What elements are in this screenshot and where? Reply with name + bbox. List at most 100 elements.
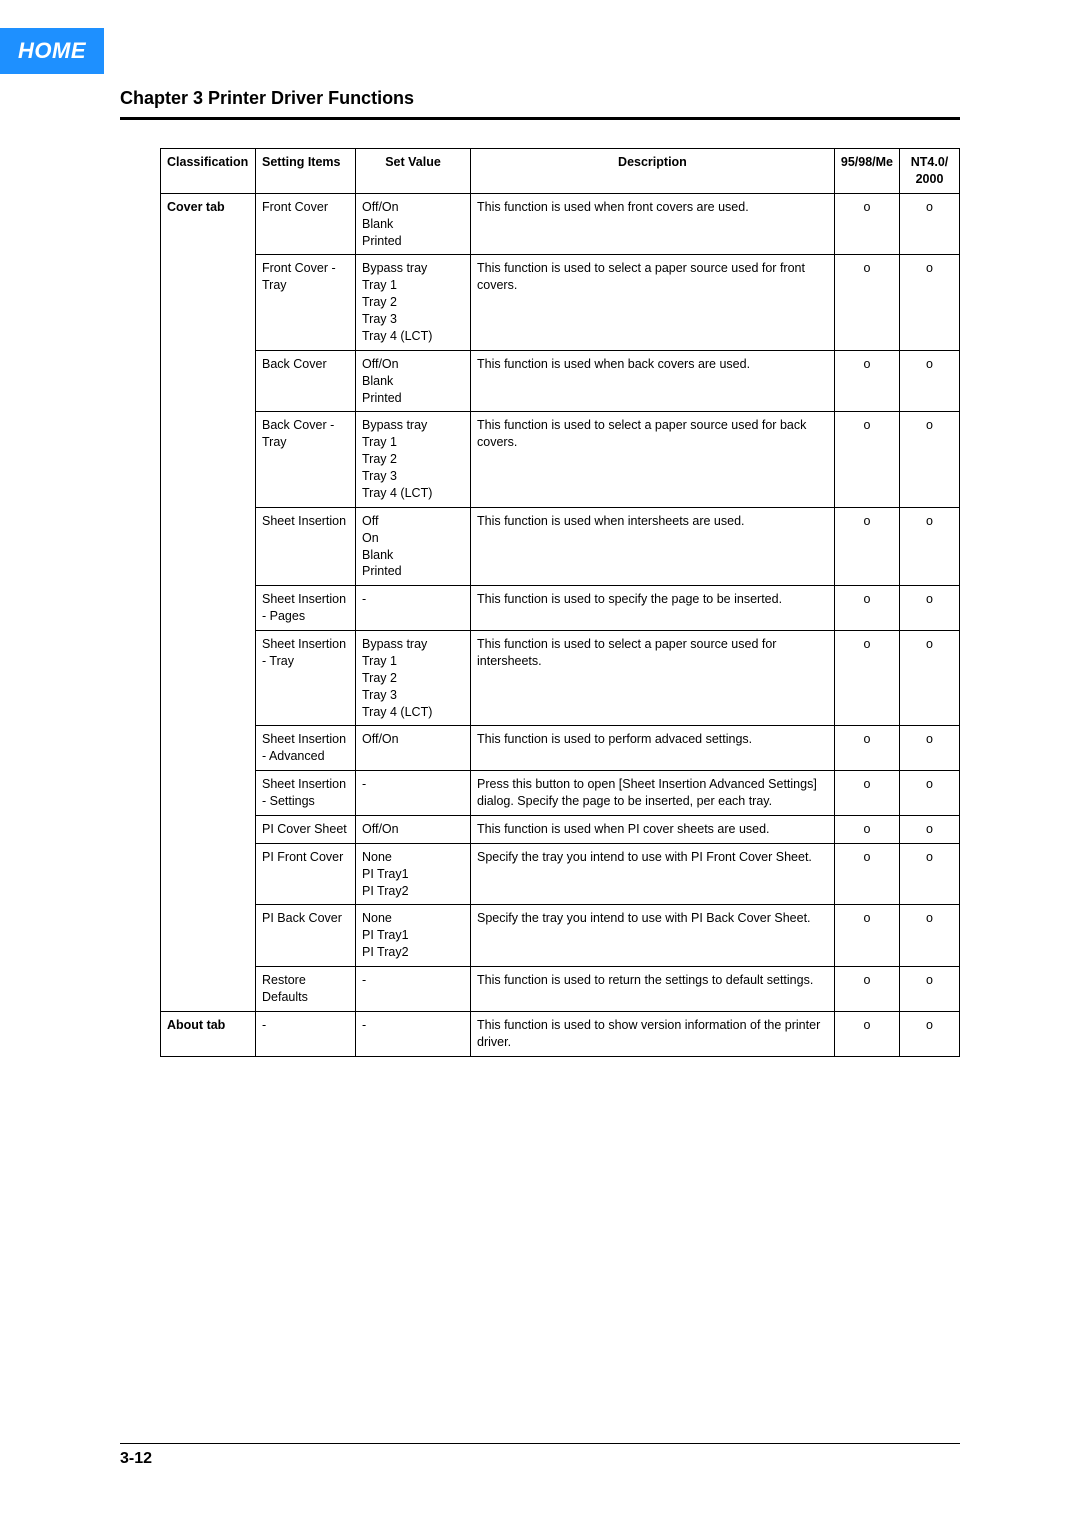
cell-os-a: o [834, 586, 899, 631]
table-row: Front Cover - TrayBypass trayTray 1Tray … [161, 255, 960, 350]
table-row: PI Front CoverNonePI Tray1PI Tray2Specif… [161, 843, 960, 905]
th-os-b-line1: NT4.0/ [911, 155, 949, 169]
cell-description: This function is used to perform advaced… [471, 726, 835, 771]
cell-os-b: o [900, 507, 960, 586]
page-number: 3-12 [120, 1450, 960, 1468]
cell-os-b: o [900, 586, 960, 631]
table-row: Back Cover - Tray Bypass trayTray 1Tray 2… [161, 412, 960, 507]
settings-table: Classification Setting Items Set Value D… [160, 148, 960, 1057]
cell-set-value: Off/On [356, 726, 471, 771]
cell-description: This function is used to return the sett… [471, 967, 835, 1012]
table-row: Sheet Insertion - TrayBypass trayTray 1T… [161, 631, 960, 726]
cell-description: This function is used when PI cover shee… [471, 815, 835, 843]
title-rule [120, 117, 960, 120]
cell-description: This function is used to select a paper … [471, 255, 835, 350]
cell-setting-item: PI Front Cover [256, 843, 356, 905]
cell-set-value: - [356, 1011, 471, 1056]
cell-description: This function is used to specify the pag… [471, 586, 835, 631]
set-value-line: Blank [362, 547, 464, 564]
cell-setting-item: PI Back Cover [256, 905, 356, 967]
set-value-line: PI Tray2 [362, 944, 464, 961]
table-row: PI Back Cover NonePI Tray1PI Tray2 Specify… [161, 905, 960, 967]
cell-set-value: Off/OnBlankPrinted [356, 193, 471, 255]
set-value-line: Blank [362, 373, 464, 390]
cell-setting-item: Back Cover - Tray [256, 412, 356, 507]
set-value-line: Blank [362, 216, 464, 233]
cell-set-value: Bypass trayTray 1Tray 2Tray 3Tray 4 (LCT… [356, 255, 471, 350]
set-value-line: Printed [362, 390, 464, 407]
cell-setting-item: Sheet Insertion [256, 507, 356, 586]
cell-set-value: - [356, 967, 471, 1012]
set-value-line: PI Tray1 [362, 927, 464, 944]
th-os-a: 95/98/Me [834, 149, 899, 194]
set-value-line: PI Tray1 [362, 866, 464, 883]
set-value-line: Tray 2 [362, 451, 464, 468]
set-value-line: Tray 4 (LCT) [362, 485, 464, 502]
cell-setting-item: Sheet Insertion - Pages [256, 586, 356, 631]
cell-os-a: o [834, 771, 899, 816]
cell-description: This function is used to select a paper … [471, 631, 835, 726]
table-row: PI Cover Sheet Off/On This function is use… [161, 815, 960, 843]
cell-os-a: o [834, 631, 899, 726]
footer-rule [120, 1443, 960, 1444]
set-value-line: Bypass tray [362, 636, 464, 653]
table-row: Sheet InsertionOffOnBlankPrintedThis fun… [161, 507, 960, 586]
cell-setting-item: Restore Defaults [256, 967, 356, 1012]
cell-set-value: - [356, 586, 471, 631]
cell-os-b: o [900, 726, 960, 771]
cell-os-a: o [834, 905, 899, 967]
set-value-line: Tray 1 [362, 434, 464, 451]
set-value-line: Tray 3 [362, 311, 464, 328]
set-value-line: None [362, 910, 464, 927]
cell-description: This function is used when intersheets a… [471, 507, 835, 586]
cell-setting-item: Back Cover [256, 350, 356, 412]
table-row: Sheet Insertion - Pages-This function is… [161, 586, 960, 631]
cell-description: Specify the tray you intend to use with … [471, 905, 835, 967]
set-value-line: Off/On [362, 356, 464, 373]
cell-description: This function is used to show version in… [471, 1011, 835, 1056]
chapter-title: Chapter 3 Printer Driver Functions [120, 88, 960, 109]
set-value-line: On [362, 530, 464, 547]
cell-set-value: Bypass trayTray 1Tray 2Tray 3Tray 4 (LCT… [356, 631, 471, 726]
cell-os-b: o [900, 843, 960, 905]
cell-os-b: o [900, 815, 960, 843]
cell-description: Press this button to open [Sheet Inserti… [471, 771, 835, 816]
cell-os-a: o [834, 815, 899, 843]
cell-os-a: o [834, 350, 899, 412]
set-value-line: Tray 1 [362, 277, 464, 294]
set-value-line: Tray 3 [362, 468, 464, 485]
cell-os-b: o [900, 1011, 960, 1056]
set-value-line: Tray 2 [362, 294, 464, 311]
cell-classification: Cover tab [161, 193, 256, 1011]
cell-set-value: Off/OnBlankPrinted [356, 350, 471, 412]
set-value-line: Bypass tray [362, 260, 464, 277]
table-row: Cover tabFront CoverOff/OnBlankPrintedTh… [161, 193, 960, 255]
cell-setting-item: PI Cover Sheet [256, 815, 356, 843]
th-description: Description [471, 149, 835, 194]
cell-setting-item: Sheet Insertion - Settings [256, 771, 356, 816]
cell-set-value: Off/On [356, 815, 471, 843]
cell-setting-item: - [256, 1011, 356, 1056]
home-button[interactable]: HOME [0, 28, 104, 74]
table-header: Classification Setting Items Set Value D… [161, 149, 960, 194]
cell-os-a: o [834, 507, 899, 586]
set-value-line: Off/On [362, 821, 464, 838]
table-row: About tab--This function is used to show… [161, 1011, 960, 1056]
set-value-line: Off [362, 513, 464, 530]
cell-description: This function is used when front covers … [471, 193, 835, 255]
cell-set-value: NonePI Tray1PI Tray2 [356, 843, 471, 905]
set-value-line: Tray 3 [362, 687, 464, 704]
cell-setting-item: Front Cover - Tray [256, 255, 356, 350]
set-value-line: - [362, 1017, 464, 1034]
cell-os-b: o [900, 631, 960, 726]
table-row: Sheet Insertion - Advanced Off/On This fun… [161, 726, 960, 771]
set-value-line: Tray 4 (LCT) [362, 328, 464, 345]
cell-os-b: o [900, 255, 960, 350]
set-value-line: Off/On [362, 731, 464, 748]
cell-os-a: o [834, 412, 899, 507]
set-value-line: Bypass tray [362, 417, 464, 434]
cell-setting-item: Sheet Insertion - Advanced [256, 726, 356, 771]
cell-os-b: o [900, 412, 960, 507]
cell-description: This function is used to select a paper … [471, 412, 835, 507]
set-value-line: - [362, 591, 464, 608]
